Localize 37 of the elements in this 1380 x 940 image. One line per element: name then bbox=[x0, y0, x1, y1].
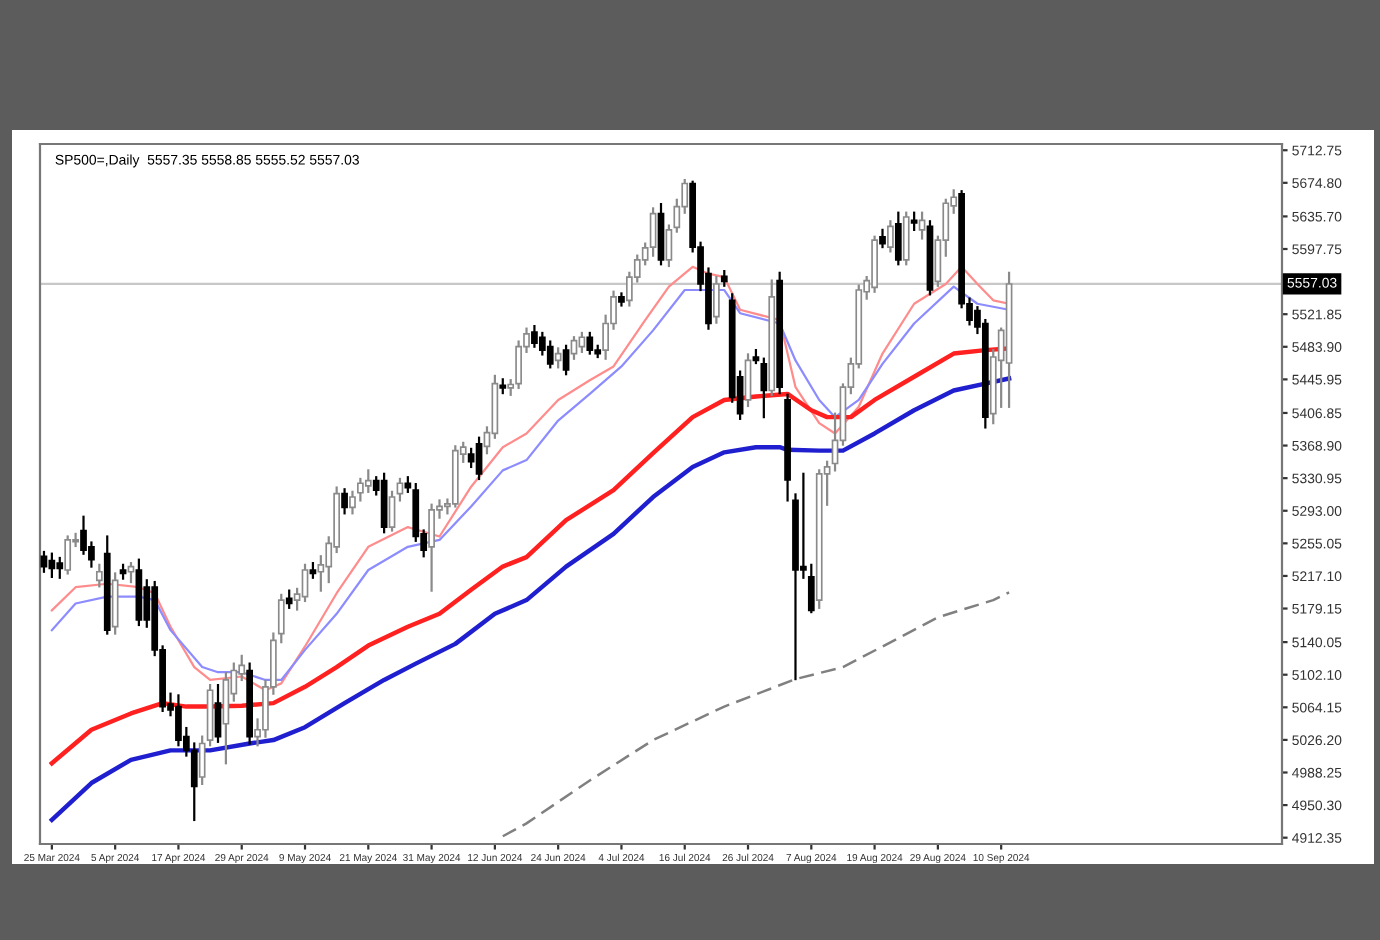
candlestick bbox=[190, 742, 198, 822]
candlestick bbox=[546, 340, 554, 369]
candlestick bbox=[64, 535, 72, 575]
candlestick bbox=[760, 357, 768, 419]
candlestick bbox=[578, 331, 586, 353]
candlestick bbox=[388, 490, 396, 532]
line-series bbox=[49, 346, 1012, 766]
candlestick bbox=[111, 572, 119, 635]
candlestick bbox=[871, 235, 878, 293]
candlestick bbox=[894, 211, 902, 266]
candlestick bbox=[586, 331, 594, 355]
candlestick bbox=[531, 324, 538, 348]
candlestick bbox=[341, 488, 348, 515]
candlestick bbox=[364, 469, 372, 493]
line-series bbox=[501, 591, 1011, 838]
candlestick bbox=[380, 472, 388, 534]
candlestick bbox=[40, 550, 48, 573]
candlestick bbox=[902, 211, 910, 266]
candlestick bbox=[396, 477, 404, 502]
candlestick bbox=[48, 552, 56, 578]
candlestick bbox=[56, 556, 64, 579]
candlestick bbox=[475, 436, 483, 481]
candlestick bbox=[214, 683, 222, 743]
candlestick bbox=[649, 207, 657, 257]
candlestick bbox=[918, 211, 926, 240]
candlestick bbox=[657, 203, 665, 266]
candlestick bbox=[887, 220, 894, 253]
candlestick bbox=[713, 276, 720, 324]
candlestick bbox=[467, 447, 475, 469]
candlestick bbox=[744, 353, 752, 408]
candlestick bbox=[95, 563, 103, 588]
candlestick bbox=[562, 344, 570, 376]
candlestick bbox=[222, 671, 230, 765]
candlestick bbox=[554, 347, 562, 369]
line-series bbox=[49, 376, 1012, 823]
candlestick bbox=[428, 503, 435, 592]
candlestick bbox=[127, 562, 135, 584]
